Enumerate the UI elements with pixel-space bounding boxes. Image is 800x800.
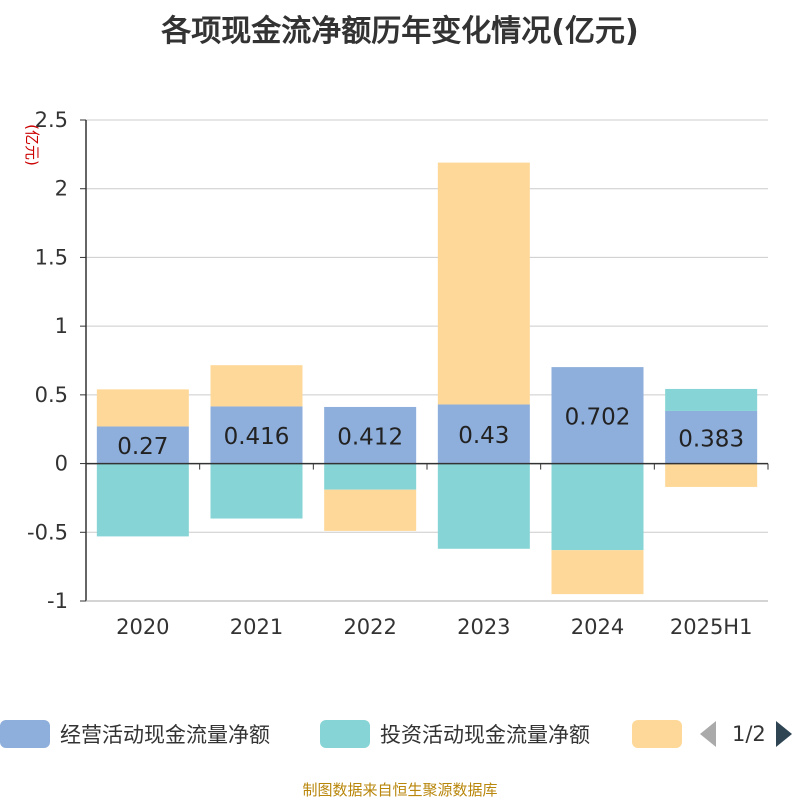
axes: 2.5 2 1.5 1 0.5 0 -0.5 -1 (亿元) 2020 2021 2022 2023 20…: [23, 108, 769, 639]
legend-swatch-operating: [0, 720, 50, 748]
bar-series-1-2021: [210, 406, 303, 464]
legend-pager: 1/2: [700, 718, 800, 750]
x-tick-label: 2024: [571, 615, 624, 639]
bar-series-3-2025H1: [665, 463, 758, 487]
legend-next-page-icon[interactable]: [775, 721, 792, 747]
bar-series-1-2023: [437, 404, 530, 464]
data-label: 0.416: [224, 424, 290, 450]
legend-swatch-third: [632, 720, 682, 748]
y-tick-label: -1: [47, 589, 68, 613]
y-tick-label: 0: [55, 452, 68, 476]
x-tick-label: 2025H1: [670, 615, 753, 639]
data-labels: 0.27 0.416 0.412 0.43 0.702 0.383: [117, 404, 744, 460]
bar-series-1-2024: [551, 367, 644, 464]
data-label: 0.43: [458, 423, 509, 449]
legend-prev-page-icon[interactable]: [700, 721, 716, 747]
bar-series-2-2021: [210, 463, 303, 519]
legend-label-operating: 经营活动现金流量净额: [60, 723, 270, 747]
y-tick-label: 1.5: [35, 245, 68, 269]
bar-series-3-2022: [324, 489, 417, 531]
x-tick-label: 2020: [116, 615, 169, 639]
bar-series-1-2025H1: [665, 410, 758, 464]
y-tick-label: 2.5: [35, 108, 68, 132]
bar-series-1-2022: [324, 406, 417, 464]
data-label: 0.383: [678, 426, 744, 452]
y-tick-label: 2: [55, 177, 68, 201]
bar-series-3-2021: [210, 365, 303, 407]
y-tick-label: 0.5: [35, 383, 68, 407]
legend-item-operating[interactable]: 经营活动现金流量净额: [0, 718, 270, 750]
x-tick-label: 2023: [457, 615, 510, 639]
legend-label-investing: 投资活动现金流量净额: [380, 723, 590, 747]
bar-layer: [96, 162, 758, 595]
bar-series-3-2020: [96, 389, 189, 427]
bar-series-2-2023: [437, 463, 530, 549]
bar-series-2-2024: [551, 463, 644, 551]
legend-swatch-investing: [320, 720, 370, 748]
bar-series-2-2022: [324, 463, 417, 490]
y-axis-label: (亿元): [23, 124, 41, 166]
bar-series-3-2023: [437, 162, 530, 405]
source-note: 制图数据来自恒生聚源数据库: [302, 781, 498, 799]
x-tick-label: 2022: [343, 615, 396, 639]
data-label: 0.412: [337, 424, 403, 450]
y-tick-label: -0.5: [27, 520, 68, 544]
legend-page-indicator: 1/2: [732, 722, 766, 746]
legend-item-investing[interactable]: 投资活动现金流量净额: [320, 718, 590, 750]
data-label: 0.27: [117, 434, 168, 460]
legend-item-third[interactable]: [632, 718, 682, 750]
bar-series-1-2020: [96, 426, 189, 464]
chart-title: 各项现金流净额历年变化情况(亿元): [161, 14, 639, 49]
bar-series-3-2024: [551, 550, 644, 595]
bar-series-2-2025H1: [665, 388, 758, 411]
y-tick-label: 1: [55, 314, 68, 338]
bar-series-2-2020: [96, 463, 189, 537]
data-label: 0.702: [565, 404, 631, 430]
x-tick-label: 2021: [230, 615, 283, 639]
